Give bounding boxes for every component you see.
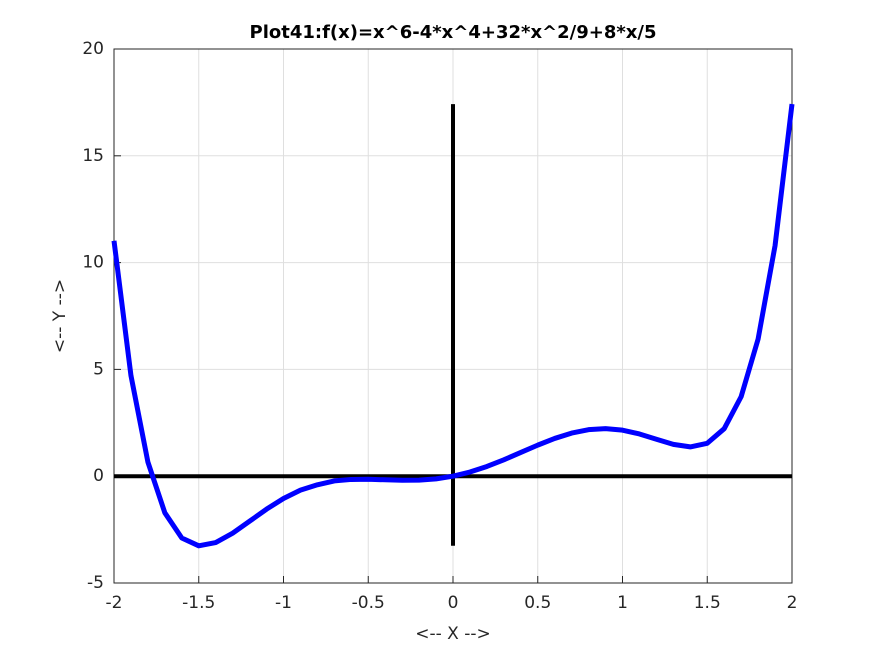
y-tick-label: 15 [82, 146, 104, 166]
x-tick-label: 0.5 [524, 593, 551, 613]
y-tick-label: 20 [82, 39, 104, 59]
data-line [111, 103, 795, 549]
x-tick-label: 2 [787, 593, 798, 613]
x-tick-label: 1.5 [694, 593, 721, 613]
y-axis-label: <-- Y --> [50, 279, 70, 353]
x-tick-label: -0.5 [352, 593, 385, 613]
y-tick-label: 10 [82, 253, 104, 273]
x-tick-label: -1.5 [182, 593, 215, 613]
x-tick-label: 0 [448, 593, 459, 613]
x-tick-label: -2 [106, 593, 123, 613]
x-tick-label: 1 [617, 593, 628, 613]
x-tick-label: -1 [275, 593, 292, 613]
x-axis-label: <-- X --> [415, 624, 490, 644]
y-tick-label: 0 [93, 466, 104, 486]
plot-frame [113, 48, 793, 584]
y-tick-label: 5 [93, 359, 104, 379]
chart-title: Plot41:f(x)=x^6-4*x^4+32*x^2/9+8*x/5 [250, 22, 657, 43]
y-tick-label: -5 [87, 573, 104, 593]
